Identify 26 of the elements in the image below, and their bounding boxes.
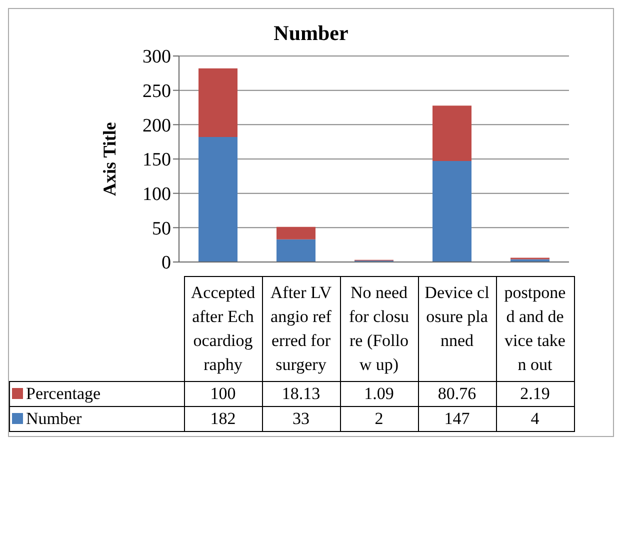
x-tick-label: Device closure planned xyxy=(418,276,496,382)
data-label: 4 xyxy=(496,406,574,432)
y-tick-label: 250 xyxy=(142,81,171,102)
data-label: 2.19 xyxy=(496,382,574,406)
y-tick-label: 50 xyxy=(152,218,171,240)
y-tick-label: 150 xyxy=(142,150,171,171)
legend-label: Percentage xyxy=(10,382,184,406)
x-tick-label: After LV angio referred for surgery xyxy=(262,276,340,382)
y-tick-label: 300 xyxy=(142,46,171,68)
data-label: 18.13 xyxy=(262,382,340,406)
data-label: 2 xyxy=(340,406,418,432)
y-axis-title: Axis Title xyxy=(99,122,120,196)
legend-label: Number xyxy=(10,406,184,432)
data-label: 1.09 xyxy=(340,382,418,406)
x-tick-label: No need for closure (Follow up) xyxy=(340,276,418,382)
data-label: 182 xyxy=(184,406,262,432)
chart-title: Number xyxy=(272,21,350,46)
data-label: 33 xyxy=(262,406,340,432)
y-tick-label: 0 xyxy=(162,252,171,274)
data-label: 80.76 xyxy=(418,382,496,406)
y-tick-label: 100 xyxy=(142,184,171,206)
x-tick-label: postponed and device taken out xyxy=(496,276,574,382)
data-label: 147 xyxy=(418,406,496,432)
y-tick-label: 200 xyxy=(142,115,171,136)
data-label: 100 xyxy=(184,382,262,406)
x-tick-label: Accepted after Echocardiography xyxy=(184,276,262,382)
